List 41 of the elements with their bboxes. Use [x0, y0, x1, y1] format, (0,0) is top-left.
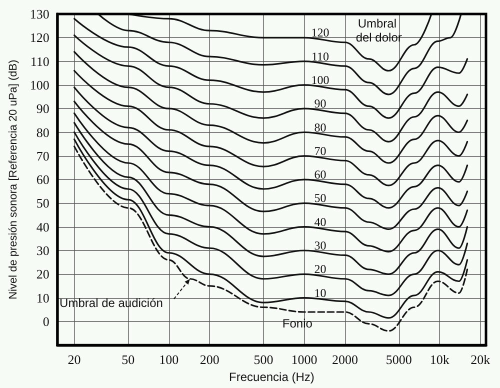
x-tick-label: 1000 — [291, 352, 318, 368]
x-axis-title: Frecuencia (Hz) — [229, 370, 314, 384]
series-label: 90 — [314, 96, 326, 111]
y-tick-label: 80 — [36, 124, 50, 140]
x-tick-label: 200 — [200, 352, 220, 368]
x-tick-label: 50 — [122, 352, 135, 368]
series-label: 80 — [314, 120, 326, 134]
x-tick-label: 100 — [159, 352, 179, 368]
series-label: 60 — [314, 168, 326, 182]
y-axis-title: Nivel de presión sonora [Referencia 20 uPa] (dB) — [8, 60, 20, 300]
y-tick-label: 30 — [36, 243, 50, 258]
x-tick-label: 20 — [68, 352, 81, 368]
y-tick-label: 0 — [42, 314, 50, 329]
series-label: 40 — [314, 214, 326, 229]
y-tick-label: 60 — [36, 172, 50, 188]
series-label: 120 — [311, 26, 330, 40]
x-tick-label: 500 — [254, 352, 274, 368]
y-tick-label: 20 — [36, 266, 50, 282]
y-tick-label: 70 — [36, 148, 50, 164]
annotation: Umbral del dolor — [356, 16, 402, 45]
series-label: 70 — [314, 144, 326, 158]
x-tick-label: 10k — [430, 352, 450, 368]
series-label: 30 — [314, 238, 326, 252]
y-tick-label: 10 — [36, 290, 50, 306]
series-label: 100 — [311, 72, 330, 87]
y-tick-label: 40 — [36, 219, 50, 234]
y-tick-label: 90 — [36, 101, 50, 116]
text: Umbral de audición — [60, 296, 163, 310]
x-tick-label: 20k — [470, 352, 491, 368]
y-tick-label: 100 — [30, 77, 50, 92]
y-tick-label: 130 — [30, 6, 50, 22]
annotation: Fonio — [282, 316, 313, 331]
y-tick-label: 110 — [30, 54, 50, 69]
series-label: 110 — [312, 49, 330, 64]
x-tick-label: 5000 — [386, 352, 412, 368]
y-tick-label: 120 — [30, 30, 50, 46]
series-label: 10 — [314, 286, 326, 300]
series-label: 20 — [314, 262, 326, 276]
y-tick-label: 50 — [36, 196, 50, 211]
series-label: 50 — [314, 191, 326, 206]
x-tick-label: 2000 — [332, 352, 358, 368]
